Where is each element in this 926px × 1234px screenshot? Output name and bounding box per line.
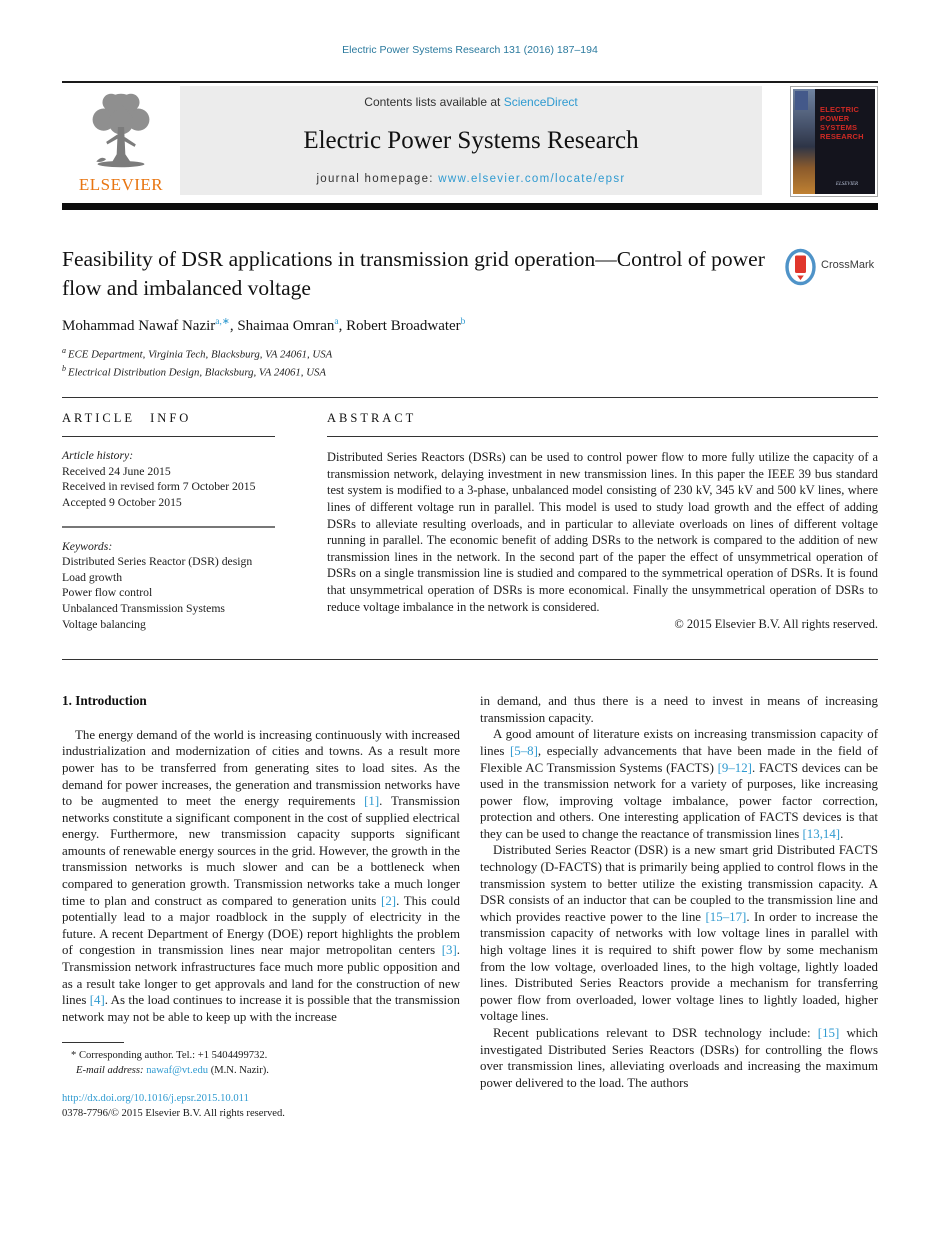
affiliation-b: b Electrical Distribution Design, Blacks… (62, 364, 326, 379)
keyword-item: Load growth (62, 570, 123, 584)
keyword-item: Power flow control (62, 586, 153, 600)
history-item: Received 24 June 2015 (62, 464, 171, 478)
abstract-heading: ABSTRACT (327, 411, 417, 426)
paragraph: Recent publications relevant to DSR tech… (480, 1026, 878, 1090)
homepage-line: journal homepage: www.elsevier.com/locat… (188, 173, 754, 185)
article-info-column: ARTICLE INFO Article history: Received 2… (62, 411, 297, 632)
doi-issn-block: http://dx.doi.org/10.1016/j.epsr.2015.10… (62, 1092, 460, 1121)
paragraph: A good amount of literature exists on in… (480, 727, 879, 841)
article-info-abstract-block: ARTICLE INFO Article history: Received 2… (62, 397, 878, 661)
history-item: Accepted 9 October 2015 (62, 495, 182, 509)
history-item: Received in revised form 7 October 2015 (62, 480, 256, 494)
paper-first-page: Electric Power Systems Research 131 (201… (62, 44, 878, 1121)
corresponding-author-footnote: * Corresponding author. Tel.: +1 5404499… (62, 1042, 460, 1078)
elsevier-tree-icon (92, 93, 150, 168)
inline-link[interactable]: [5–8] (509, 743, 538, 758)
inline-link[interactable]: [4] (89, 993, 105, 1008)
abstract-copyright: © 2015 Elsevier B.V. All rights reserved… (674, 617, 878, 632)
divider (62, 1042, 124, 1044)
inline-link[interactable]: [15] (817, 1026, 840, 1040)
inline-link[interactable]: [9–12] (717, 760, 752, 775)
divider (327, 436, 878, 438)
email-line: E-mail address: nawaf@vt.edu (M.N. Nazir… (76, 1064, 269, 1076)
sciencedirect-link[interactable]: ScienceDirect (503, 95, 578, 109)
inline-link[interactable]: b (460, 317, 466, 327)
body-columns: 1. Introduction The energy demand of the… (62, 693, 878, 1121)
contents-prefix: Contents lists available at (364, 95, 504, 109)
abstract-column: ABSTRACT Distributed Series Reactors (DS… (327, 411, 878, 632)
divider (62, 525, 275, 528)
homepage-link[interactable]: www.elsevier.com/locate/epsr (438, 173, 626, 185)
elsevier-wordmark: ELSEVIER (78, 175, 164, 194)
article-info-heading: ARTICLE INFO (62, 411, 192, 426)
title-row: Feasibility of DSR applications in trans… (62, 245, 878, 303)
keyword-item: Distributed Series Reactor (DSR) design (62, 555, 253, 569)
journal-title: Electric Power Systems Research (303, 127, 639, 154)
cover-info-box (795, 91, 808, 110)
journal-masthead: Contents lists available at ScienceDirec… (180, 86, 762, 195)
affiliation-a: a ECE Department, Virginia Tech, Blacksb… (62, 346, 333, 361)
affiliations: a ECE Department, Virginia Tech, Blacksb… (62, 344, 878, 380)
article-history: Article history: Received 24 June 2015 R… (62, 448, 297, 510)
article-history-label: Article history: (62, 449, 134, 463)
journal-citation-line: Electric Power Systems Research 131 (201… (342, 44, 598, 56)
corresponding-author-line: * Corresponding author. Tel.: +1 5404499… (71, 1050, 268, 1062)
author-list: Mohammad Nawaf Nazira,∗, Shaimaa Omrana,… (62, 317, 466, 334)
divider (62, 436, 275, 438)
left-column: 1. Introduction The energy demand of the… (62, 693, 460, 1121)
crossmark-label: CrossMark (821, 259, 875, 271)
header-divider-bar (62, 203, 878, 210)
inline-link[interactable]: nawaf@vt.edu (146, 1064, 209, 1076)
inline-link[interactable]: [15–17] (705, 909, 747, 924)
paper-title: Feasibility of DSR applications in trans… (62, 247, 765, 300)
journal-cover-thumbnail[interactable]: ELECTRIC POWER SYSTEMS RESEARCH ELSEVIER (790, 86, 878, 197)
keyword-item: Unbalanced Transmission Systems (62, 601, 225, 615)
abstract-text: Distributed Series Reactors (DSRs) can b… (327, 450, 878, 614)
cover-publisher-script: ELSEVIER (835, 182, 859, 187)
keywords-list: Keywords: Distributed Series Reactor (DS… (62, 539, 297, 633)
inline-link[interactable]: [13,14] (802, 826, 841, 841)
inline-link[interactable]: [1] (364, 794, 380, 809)
paragraph: Distributed Series Reactor (DSR) is a ne… (480, 843, 878, 1024)
elsevier-logo[interactable]: ELSEVIER (62, 86, 180, 195)
homepage-prefix: journal homepage: (316, 173, 439, 185)
issn-copyright-line: 0378-7796/© 2015 Elsevier B.V. All right… (62, 1107, 285, 1119)
inline-link[interactable]: a,∗ (215, 317, 230, 327)
right-column: in demand, and thus there is a need to i… (480, 693, 878, 1121)
cover-photo-strip (793, 89, 815, 194)
inline-link[interactable]: [3] (441, 943, 457, 958)
paragraph: The energy demand of the world is increa… (62, 727, 461, 1024)
contents-line: Contents lists available at ScienceDirec… (188, 95, 754, 109)
keyword-item: Voltage balancing (62, 617, 146, 631)
section-heading-introduction: 1. Introduction (62, 693, 147, 709)
journal-header: ELSEVIER Contents lists available at Sci… (62, 81, 878, 197)
journal-cover-art: ELECTRIC POWER SYSTEMS RESEARCH ELSEVIER (793, 89, 875, 194)
crossmark-badge[interactable]: CrossMark (784, 245, 878, 303)
inline-link[interactable]: a (334, 317, 339, 327)
inline-link[interactable]: [2] (381, 893, 397, 908)
paragraph: in demand, and thus there is a need to i… (480, 694, 878, 725)
keywords-label: Keywords: (62, 539, 113, 553)
cover-journal-title: ELECTRIC POWER SYSTEMS RESEARCH (820, 105, 864, 141)
doi-link[interactable]: http://dx.doi.org/10.1016/j.epsr.2015.10… (62, 1093, 249, 1105)
crossmark-icon (785, 248, 816, 286)
